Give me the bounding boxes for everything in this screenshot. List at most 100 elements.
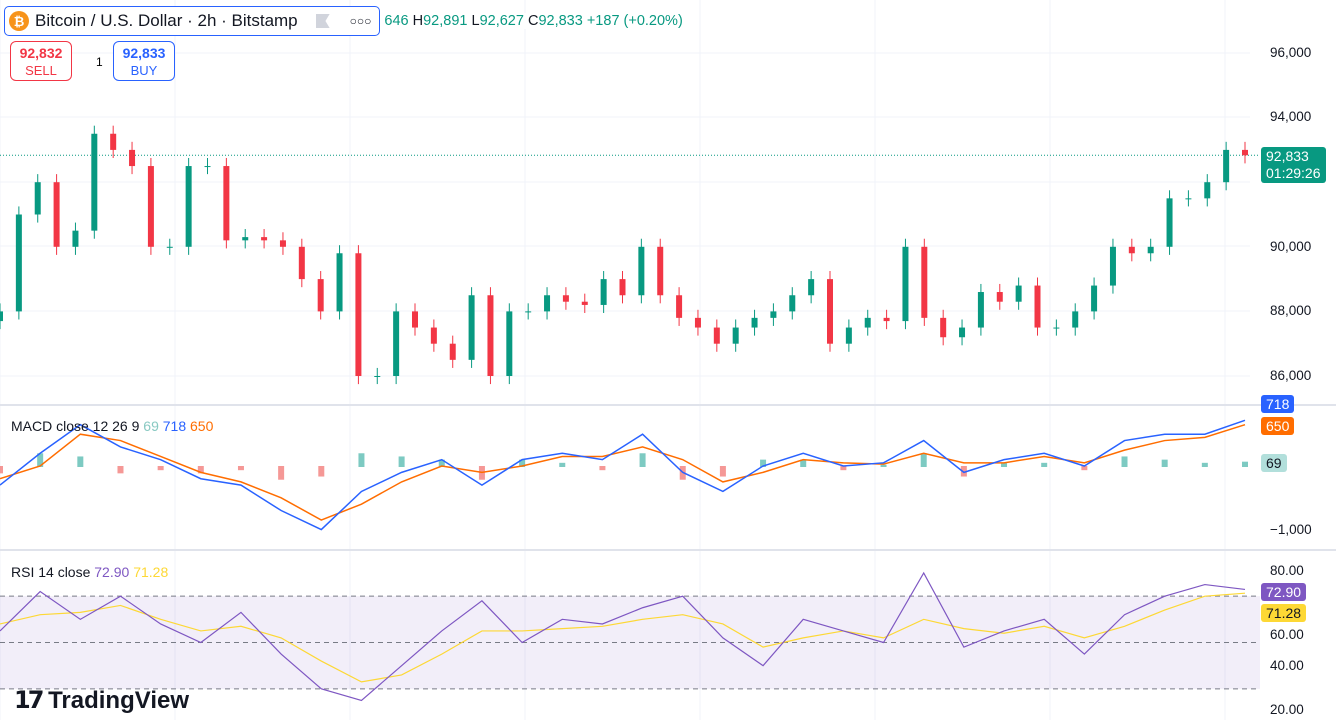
- candle: [412, 311, 418, 328]
- candle: [91, 133, 98, 231]
- candle: [449, 343, 456, 360]
- candle: [676, 295, 683, 318]
- rsi-tick: 80.00: [1270, 563, 1304, 578]
- macd-histogram-bar: [438, 459, 445, 467]
- macd-histogram-bar: [0, 466, 3, 474]
- top-row: ₿ Bitcoin / U.S. Dollar · 2h · Bitstamp …: [4, 6, 683, 36]
- candle: [789, 295, 796, 312]
- ohlc-readout: 646 H92,891 L92,627 C92,833 +187 (+0.20%…: [384, 13, 683, 29]
- candle: [147, 166, 154, 247]
- candle: [940, 317, 947, 338]
- macd-histogram-bar: [760, 459, 767, 467]
- candle: [751, 317, 758, 328]
- candle: [713, 327, 720, 344]
- candle: [355, 253, 362, 376]
- candle: [638, 246, 645, 296]
- candle: [298, 246, 305, 280]
- hist-value-tag: 69: [1261, 454, 1287, 472]
- candle: [619, 279, 626, 296]
- candle: [694, 317, 701, 328]
- rsi-value-tag: 72.90: [1261, 583, 1307, 601]
- candle: [1072, 311, 1079, 328]
- candle: [0, 311, 3, 322]
- macd-histogram-bar: [519, 459, 526, 467]
- signal-value-tag: 650: [1261, 417, 1295, 435]
- candle: [185, 166, 192, 247]
- more-icon[interactable]: ○○○: [349, 14, 372, 28]
- candle: [261, 237, 268, 241]
- candle: [1185, 198, 1192, 200]
- candle: [827, 279, 833, 344]
- candle: [506, 311, 513, 376]
- macd-histogram-bar: [880, 464, 887, 467]
- candle: [1034, 285, 1041, 328]
- candle: [902, 246, 909, 322]
- rsi-ma-line: [0, 592, 1246, 683]
- tv-icon: 𝟭𝟳: [14, 687, 44, 714]
- candle: [770, 311, 777, 318]
- candle: [544, 295, 551, 312]
- candle: [977, 292, 984, 328]
- candle: [110, 133, 117, 150]
- macd-histogram-bar: [358, 453, 365, 467]
- signal-line: [0, 423, 1246, 521]
- macd-value-tag: 718: [1261, 395, 1295, 413]
- candle: [336, 253, 343, 312]
- candle: [600, 279, 607, 305]
- candle: [487, 295, 494, 376]
- candle: [525, 311, 532, 313]
- macd-histogram-bar: [237, 466, 244, 471]
- price-tick: 86,000: [1270, 368, 1312, 383]
- rsi-tick: 60.00: [1270, 627, 1304, 642]
- macd-histogram-bar: [117, 466, 124, 474]
- candle: [374, 376, 381, 377]
- candle: [1015, 285, 1022, 302]
- price-tick: 90,000: [1270, 239, 1312, 254]
- candle: [1166, 198, 1173, 247]
- buy-button[interactable]: 92,833 BUY: [113, 41, 175, 81]
- macd-histogram-bar: [318, 466, 325, 477]
- rsi-tick: 20.00: [1270, 702, 1304, 717]
- price-tick: 94,000: [1270, 109, 1312, 124]
- price-tick: 96,000: [1270, 45, 1312, 60]
- last-price-tag: 92,833 01:29:26: [1261, 147, 1326, 183]
- candle: [468, 295, 475, 360]
- candle: [34, 182, 41, 215]
- candle: [845, 327, 852, 344]
- flag-icon[interactable]: [315, 14, 330, 28]
- macd-legend[interactable]: MACD close 12 26 9 69 718 650: [11, 418, 214, 434]
- sell-button[interactable]: 92,832 SELL: [10, 41, 72, 81]
- macd-histogram-bar: [599, 466, 606, 471]
- bitcoin-icon: ₿: [9, 11, 29, 31]
- candle: [921, 246, 928, 318]
- macd-histogram-bar: [157, 466, 164, 471]
- symbol-title: Bitcoin / U.S. Dollar · 2h · Bitstamp: [35, 11, 298, 30]
- candle: [959, 327, 966, 338]
- macd-histogram-bar: [398, 456, 405, 467]
- macd-histogram-bar: [197, 466, 204, 474]
- candle: [1091, 285, 1098, 312]
- candle: [1109, 246, 1116, 286]
- candle: [808, 279, 815, 296]
- rsi-line: [0, 571, 1246, 702]
- macd-histogram-bar: [77, 456, 84, 467]
- symbol-header[interactable]: ₿ Bitcoin / U.S. Dollar · 2h · Bitstamp …: [4, 6, 381, 36]
- quantity[interactable]: 1: [96, 55, 103, 69]
- candle: [732, 327, 739, 344]
- candle: [1223, 149, 1230, 183]
- candle: [1128, 246, 1135, 254]
- tradingview-logo[interactable]: 𝟭𝟳 TradingView: [14, 687, 190, 714]
- rsi-legend[interactable]: RSI 14 close 72.90 71.28: [11, 564, 169, 580]
- candle: [317, 279, 324, 312]
- macd-histogram-bar: [559, 462, 566, 467]
- candle: [1053, 327, 1060, 329]
- macd-histogram-bar: [278, 466, 285, 480]
- candle: [242, 237, 249, 241]
- candle: [430, 327, 437, 344]
- candle: [223, 166, 230, 241]
- candle: [996, 292, 1003, 302]
- price-tick: 88,000: [1270, 303, 1312, 318]
- macd-histogram-bar: [840, 466, 847, 471]
- macd-histogram-bar: [639, 453, 646, 467]
